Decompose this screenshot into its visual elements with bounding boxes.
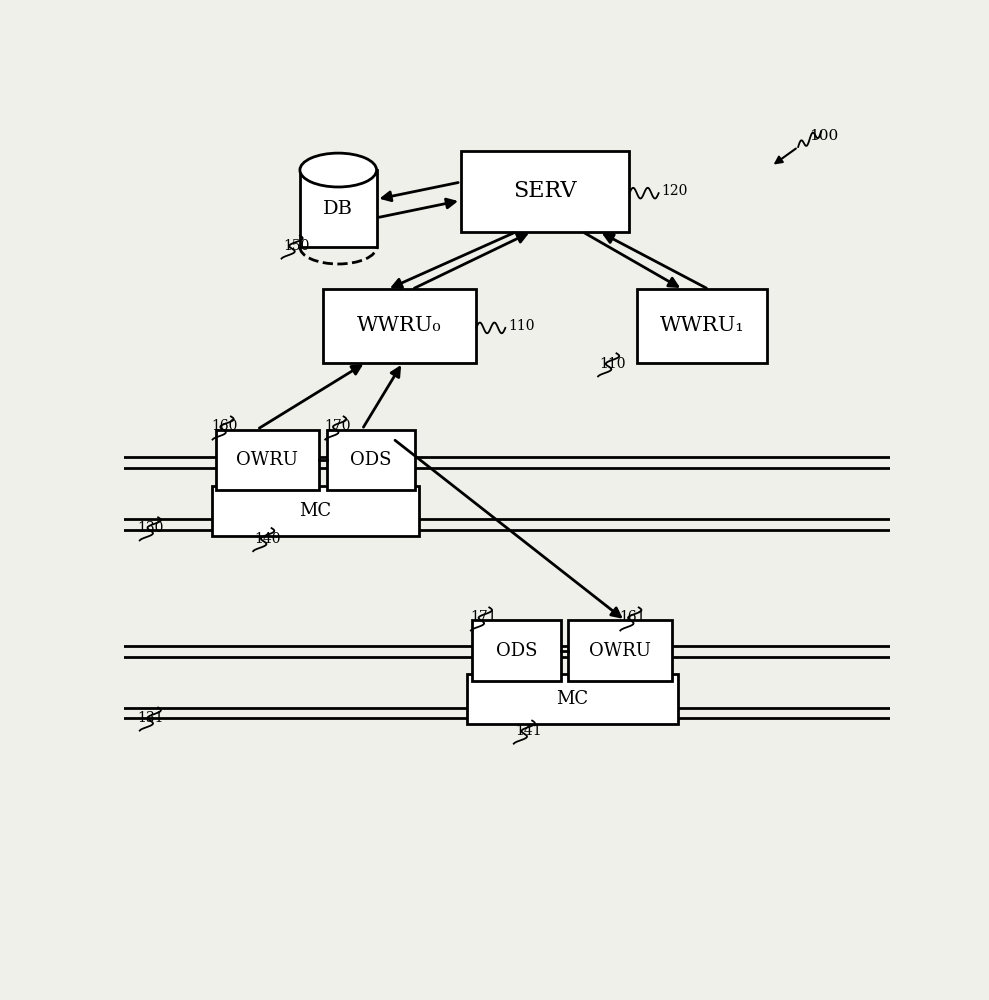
Text: MC: MC [300, 502, 331, 520]
Text: MC: MC [557, 690, 588, 708]
Text: 100: 100 [810, 129, 839, 143]
Text: WWRU₀: WWRU₀ [357, 316, 442, 335]
Text: OWRU: OWRU [588, 642, 651, 660]
Bar [568, 620, 672, 681]
Text: 130: 130 [137, 521, 163, 535]
Bar [300, 170, 377, 247]
Text: SERV: SERV [513, 180, 577, 202]
Text: 141: 141 [515, 724, 542, 738]
Text: 150: 150 [283, 239, 310, 253]
Text: ODS: ODS [350, 451, 392, 469]
Text: 161: 161 [619, 610, 646, 624]
Text: 140: 140 [254, 532, 281, 546]
Text: 131: 131 [137, 711, 164, 725]
Text: OWRU: OWRU [236, 451, 299, 469]
Text: DB: DB [323, 200, 353, 218]
Text: 120: 120 [662, 184, 688, 198]
Ellipse shape [300, 153, 377, 187]
Bar [322, 289, 477, 363]
Bar [212, 486, 418, 536]
Bar [326, 430, 415, 490]
Bar [216, 430, 319, 490]
Bar [461, 151, 630, 232]
Text: 110: 110 [508, 319, 535, 333]
Text: 170: 170 [324, 419, 351, 433]
Bar [637, 289, 767, 363]
Text: ODS: ODS [495, 642, 537, 660]
Text: 110: 110 [599, 357, 626, 371]
Text: 171: 171 [470, 610, 496, 624]
Text: 160: 160 [212, 419, 238, 433]
Bar [473, 620, 561, 681]
Text: WWRU₁: WWRU₁ [660, 316, 745, 335]
Bar [467, 674, 677, 724]
